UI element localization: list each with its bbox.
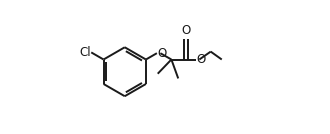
Text: O: O	[157, 47, 167, 60]
Text: Cl: Cl	[79, 46, 91, 59]
Text: O: O	[196, 53, 206, 66]
Text: O: O	[181, 24, 190, 37]
